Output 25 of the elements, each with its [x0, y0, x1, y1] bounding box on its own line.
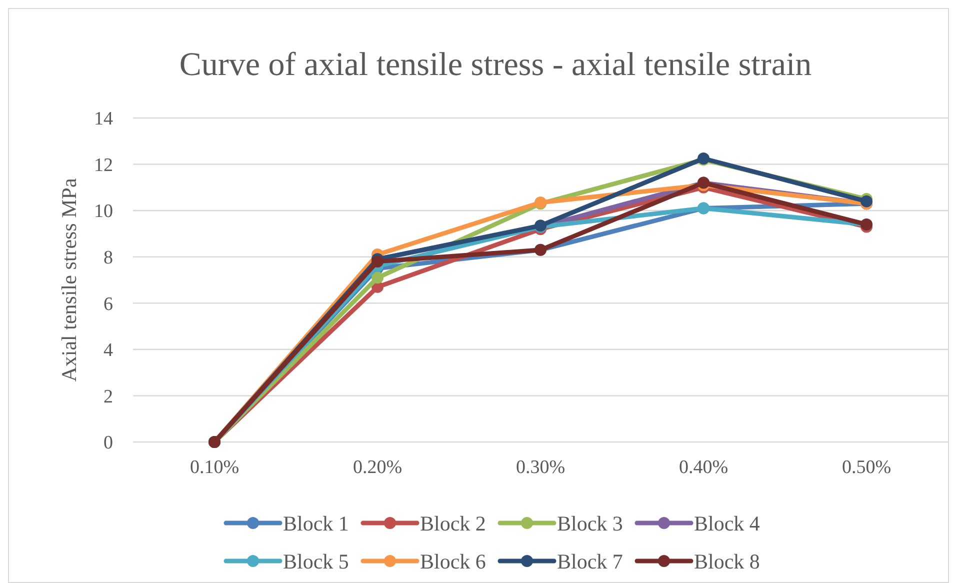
legend-label: Block 5: [283, 549, 349, 574]
legend-label: Block 7: [557, 549, 623, 574]
x-tick-label: 0.10%: [190, 457, 240, 478]
x-tick-label: 0.30%: [516, 457, 566, 478]
chart-title: Curve of axial tensile stress - axial tensile strain: [179, 47, 812, 83]
y-tick-label: 10: [94, 201, 113, 222]
y-tick-label: 0: [104, 432, 113, 454]
y-tick-label: 4: [104, 340, 114, 362]
y-tick-label: 8: [104, 248, 113, 269]
point: [860, 195, 872, 208]
y-tick-label: 2: [104, 386, 113, 408]
legend-label: Block 4: [694, 511, 760, 536]
legend-label: Block 3: [557, 511, 623, 536]
y-tick-label: 6: [104, 294, 113, 315]
legend-label: Block 6: [420, 549, 486, 574]
x-tick-label: 0.50%: [842, 457, 892, 478]
y-tick-label: 14: [94, 108, 114, 130]
x-tick-label: 0.40%: [678, 457, 728, 478]
legend-label: Block 2: [420, 511, 486, 536]
y-tick-label: 12: [94, 154, 113, 176]
point: [372, 272, 384, 284]
legend-label: Block 1: [283, 511, 349, 536]
x-tick-label: 0.20%: [352, 457, 402, 478]
legend-label: Block 8: [694, 549, 760, 574]
y-axis-title: Axial tensile stress MPa: [57, 178, 81, 382]
